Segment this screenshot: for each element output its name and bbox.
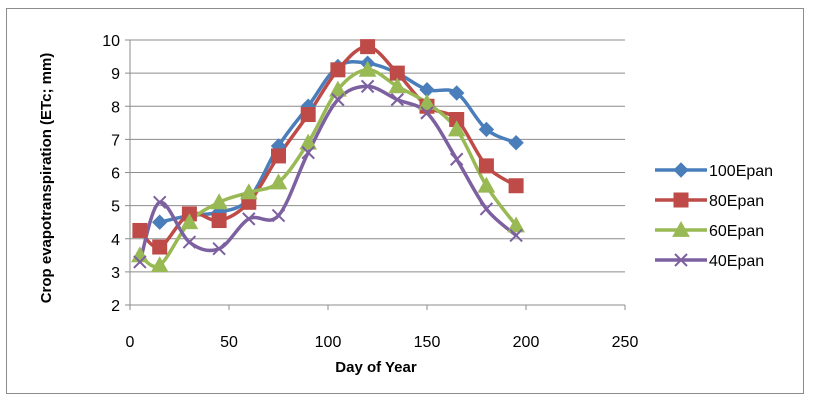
x-tick-label: 150 [414, 334, 441, 351]
legend-label: 100Epan [709, 163, 773, 180]
axes [125, 39, 626, 310]
x-tick-label: 0 [126, 334, 135, 351]
data-point-80Epan [330, 62, 346, 78]
data-point-60Epan [180, 213, 199, 230]
grid-lines [130, 39, 625, 306]
data-point-40Epan [420, 106, 434, 120]
y-axis-title: Crop evapotranspiration (ETc; mm) [38, 53, 55, 304]
data-point-40Epan [360, 79, 375, 94]
data-point-40Epan [301, 145, 315, 160]
data-point-80Epan [508, 178, 524, 194]
data-point-60Epan [358, 60, 377, 77]
data-point-80Epan [300, 107, 316, 123]
data-point-100Epan [448, 85, 465, 101]
legend-label: 80Epan [709, 193, 764, 210]
legend-marker-40Epan [674, 253, 688, 267]
x-tick-label: 100 [315, 334, 342, 351]
data-point-80Epan [271, 148, 286, 164]
data-point-40Epan [242, 212, 256, 226]
x-tick-label: 250 [612, 334, 639, 351]
data-point-60Epan [418, 93, 436, 110]
data-point-80Epan [360, 39, 376, 55]
x-tick-label: 200 [513, 334, 540, 351]
data-point-40Epan [390, 92, 405, 107]
legend-marker-60Epan [672, 220, 690, 237]
data-point-100Epan [508, 134, 524, 151]
legend: 100Epan 80Epan 60Epan 40Epan [655, 162, 773, 270]
data-point-60Epan [150, 256, 169, 273]
data-point-40Epan [152, 195, 167, 210]
x-axis-title: Day of Year [335, 359, 417, 376]
data-point-80Epan [132, 222, 148, 238]
legend-marker-80Epan [673, 192, 689, 208]
y-tick-label: 8 [111, 99, 120, 116]
data-point-40Epan [271, 208, 286, 223]
data-point-80Epan [152, 239, 168, 255]
data-point-60Epan [131, 246, 149, 263]
data-point-60Epan [447, 120, 466, 137]
legend-label: 60Epan [709, 223, 764, 240]
data-point-60Epan [299, 133, 318, 150]
legend-marker-100Epan [673, 162, 689, 178]
y-tick-label: 9 [111, 66, 120, 83]
data-point-60Epan [477, 176, 496, 193]
data-point-100Epan [151, 214, 168, 230]
data-point-40Epan [479, 202, 494, 216]
y-tick-label: 3 [111, 265, 120, 282]
data-point-60Epan [329, 80, 347, 97]
data-point-60Epan [239, 183, 258, 200]
data-point-40Epan [509, 228, 523, 243]
data-point-60Epan [210, 193, 228, 210]
data-point-80Epan [211, 213, 227, 229]
y-tick-label: 7 [111, 132, 120, 149]
data-point-40Epan [331, 92, 345, 107]
data-point-80Epan [478, 158, 494, 174]
data-point-40Epan [212, 241, 226, 256]
y-tick-label: 5 [111, 199, 120, 216]
x-tick-label: 50 [220, 334, 238, 351]
y-tick-label: 4 [111, 232, 120, 249]
y-tick-label: 6 [111, 166, 120, 183]
data-point-60Epan [269, 173, 288, 190]
y-tick-label: 2 [111, 298, 120, 315]
data-point-40Epan [182, 235, 197, 249]
data-point-40Epan [133, 255, 147, 269]
data-point-60Epan [507, 216, 525, 233]
y-tick-label: 10 [102, 33, 120, 50]
markers [131, 39, 525, 273]
legend-label: 40Epan [709, 253, 764, 270]
data-point-100Epan [478, 121, 495, 138]
data-point-60Epan [388, 77, 407, 94]
series-line-60Epan [138, 68, 518, 269]
data-point-40Epan [449, 152, 464, 166]
